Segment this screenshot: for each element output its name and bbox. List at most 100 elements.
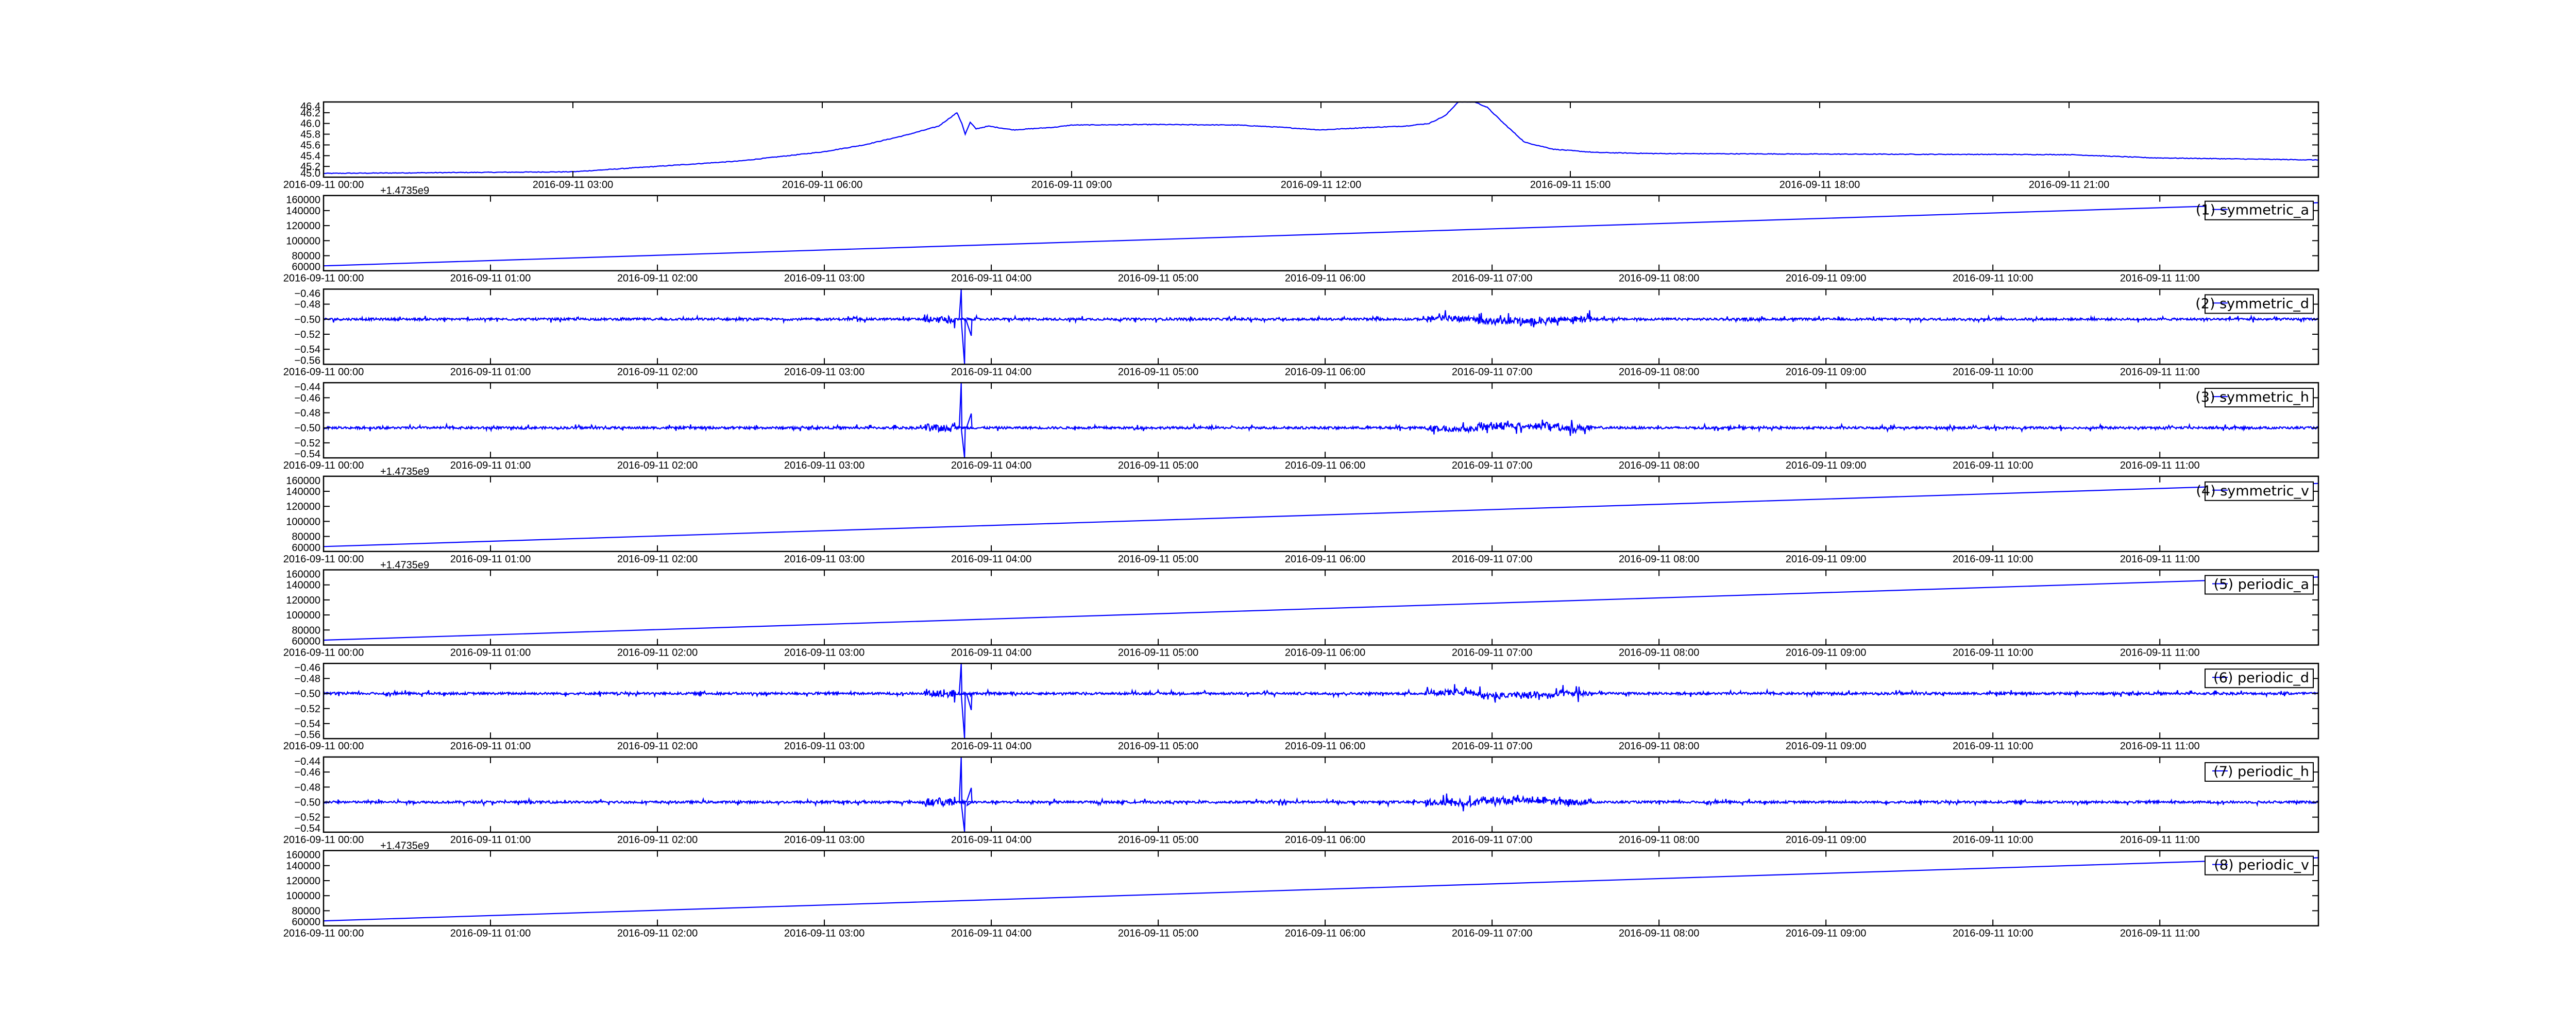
axes-frame [323, 662, 2319, 740]
y-tick-label: −0.50 [294, 314, 320, 325]
x-tick-label: 2016-09-11 06:00 [782, 179, 862, 191]
legend-box [2205, 294, 2314, 314]
series-line [323, 101, 2319, 175]
axes-frame [323, 382, 2319, 459]
y-tick-label: 100000 [286, 610, 320, 621]
series-line [323, 202, 2319, 267]
x-tick-label: 2016-09-11 11:00 [2120, 460, 2200, 471]
x-tick-label: 2016-09-11 05:00 [1118, 554, 1198, 565]
legend-label: (2) symmetric_d [2195, 296, 2309, 312]
y-tick-label: 100000 [286, 516, 320, 527]
y-offset-text: +1.4735e9 [380, 466, 429, 477]
y-tick-label: 140000 [286, 580, 320, 591]
x-tick-label: 2016-09-11 06:00 [1285, 834, 1365, 846]
y-tick-label: −0.50 [294, 797, 320, 809]
x-tick-label: 2016-09-11 00:00 [283, 179, 364, 191]
legend: (8) periodic_v [2205, 855, 2314, 876]
x-tick-label: 2016-09-11 06:00 [1285, 741, 1365, 752]
y-tick-label: −0.44 [294, 382, 320, 393]
axes-frame [323, 195, 2319, 271]
y-tick-label: −0.46 [294, 662, 320, 674]
y-tick-label: −0.48 [294, 673, 320, 684]
series-line [323, 576, 2319, 641]
legend-label: (4) symmetric_v [2196, 483, 2309, 499]
legend: (5) periodic_a [2205, 575, 2314, 595]
y-tick-label: 80000 [292, 625, 320, 636]
x-tick-label: 2016-09-11 15:00 [1530, 179, 1611, 191]
x-tick-label: 2016-09-11 00:00 [283, 834, 364, 846]
y-tick-label: −0.52 [294, 438, 320, 449]
x-tick-label: 2016-09-11 07:00 [1452, 460, 1532, 471]
x-tick-label: 2016-09-11 09:00 [1786, 366, 1866, 377]
axes-frame [323, 850, 2319, 926]
x-tick-label: 2016-09-11 06:00 [1285, 928, 1365, 939]
x-tick-label: 2016-09-11 00:00 [283, 460, 364, 471]
x-tick-label: 2016-09-11 01:00 [450, 834, 531, 846]
x-tick-label: 2016-09-11 04:00 [951, 366, 1031, 377]
x-tick-label: 2016-09-11 01:00 [450, 647, 531, 659]
y-tick-label: −0.54 [294, 823, 320, 834]
x-tick-label: 2016-09-11 02:00 [617, 834, 698, 846]
legend-box [2205, 388, 2314, 408]
legend-label: (3) symmetric_h [2195, 389, 2309, 405]
series-line [323, 663, 2319, 739]
x-tick-label: 2016-09-11 04:00 [951, 460, 1031, 471]
series-line [323, 383, 2319, 458]
legend-box [2205, 575, 2314, 595]
x-tick-label: 2016-09-11 11:00 [2120, 928, 2200, 939]
series-line [323, 289, 2319, 365]
legend: (7) periodic_h [2205, 762, 2314, 782]
x-tick-label: 2016-09-11 07:00 [1452, 741, 1532, 752]
y-tick-label: −0.54 [294, 344, 320, 355]
x-tick-label: 2016-09-11 04:00 [951, 928, 1031, 939]
x-tick-label: 2016-09-11 07:00 [1452, 928, 1532, 939]
x-tick-label: 2016-09-11 09:00 [1786, 460, 1866, 471]
x-tick-label: 2016-09-11 11:00 [2120, 834, 2200, 846]
x-tick-label: 2016-09-11 09:00 [1786, 928, 1866, 939]
x-tick-label: 2016-09-11 06:00 [1285, 554, 1365, 565]
x-tick-label: 2016-09-11 04:00 [951, 834, 1031, 846]
x-tick-label: 2016-09-11 08:00 [1619, 554, 1699, 565]
legend-box [2205, 762, 2314, 782]
y-tick-label: 160000 [286, 475, 320, 487]
legend-box [2205, 855, 2314, 876]
series-line [323, 483, 2319, 547]
x-tick-label: 2016-09-11 05:00 [1118, 928, 1198, 939]
x-tick-label: 2016-09-11 08:00 [1619, 273, 1699, 284]
x-tick-label: 2016-09-11 08:00 [1619, 834, 1699, 846]
x-tick-label: 2016-09-11 08:00 [1619, 647, 1699, 659]
legend-label: (7) periodic_h [2213, 764, 2309, 780]
y-tick-label: 60000 [292, 542, 320, 554]
y-tick-label: 120000 [286, 220, 320, 232]
x-tick-label: 2016-09-11 08:00 [1619, 741, 1699, 752]
x-tick-label: 2016-09-11 07:00 [1452, 273, 1532, 284]
x-tick-label: 2016-09-11 01:00 [450, 928, 531, 939]
legend-box [2205, 481, 2314, 501]
y-offset-text: +1.4735e9 [380, 185, 429, 197]
x-tick-label: 2016-09-11 02:00 [617, 366, 698, 377]
x-tick-label: 2016-09-11 03:00 [784, 647, 865, 659]
x-tick-label: 2016-09-11 03:00 [784, 460, 865, 471]
x-tick-label: 2016-09-11 01:00 [450, 741, 531, 752]
x-tick-label: 2016-09-11 02:00 [617, 273, 698, 284]
x-tick-label: 2016-09-11 11:00 [2120, 366, 2200, 377]
x-tick-label: 2016-09-11 11:00 [2120, 273, 2200, 284]
legend: (4) symmetric_v [2196, 481, 2314, 501]
y-tick-label: −0.56 [294, 729, 320, 741]
y-tick-label: −0.52 [294, 703, 320, 715]
y-tick-label: −0.56 [294, 355, 320, 366]
y-tick-label: 160000 [286, 195, 320, 206]
y-tick-label: −0.46 [294, 392, 320, 404]
y-tick-label: −0.46 [294, 767, 320, 778]
x-tick-label: 2016-09-11 02:00 [617, 741, 698, 752]
legend: (2) symmetric_d [2195, 294, 2314, 314]
y-offset-text: +1.4735e9 [380, 560, 429, 571]
y-tick-label: 45.4 [300, 150, 320, 162]
x-tick-label: 2016-09-11 02:00 [617, 554, 698, 565]
x-tick-label: 2016-09-11 02:00 [617, 928, 698, 939]
x-tick-label: 2016-09-11 00:00 [283, 554, 364, 565]
subplot-1: 45.045.245.445.645.846.046.246.4 2016-09-… [283, 101, 2319, 191]
subplot-8: −0.54−0.52 −0.50 −0.48 −0.46−0.44 2016-09-11… [283, 756, 2319, 846]
